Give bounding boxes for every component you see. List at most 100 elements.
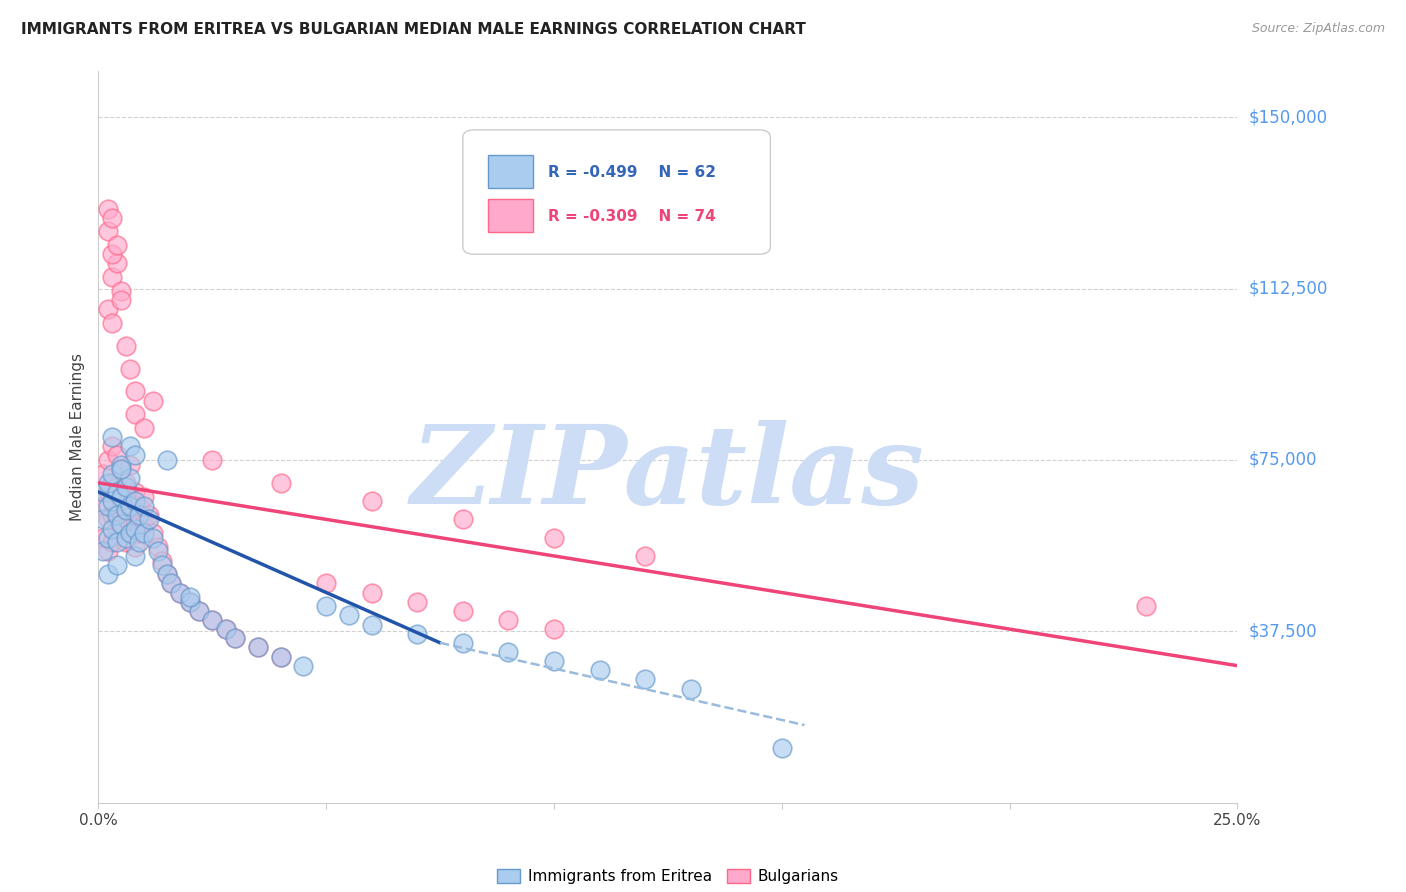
Point (110, 490, 132, 504)
Point (101, 508, 124, 522)
Point (128, 526, 150, 541)
Point (156, 567, 179, 582)
Point (292, 658, 315, 673)
Point (110, 462, 132, 476)
Point (132, 516, 155, 531)
Point (91, 484, 114, 499)
Point (215, 622, 238, 636)
Point (120, 458, 142, 472)
Point (101, 316, 124, 330)
Point (114, 338, 136, 352)
Point (360, 617, 382, 632)
FancyBboxPatch shape (463, 130, 770, 254)
Point (179, 594, 201, 608)
Point (101, 521, 124, 535)
Point (201, 613, 224, 627)
Point (101, 430, 124, 444)
Point (105, 512, 128, 526)
Point (110, 516, 132, 531)
Text: $150,000: $150,000 (1249, 108, 1327, 126)
Point (114, 480, 136, 494)
Point (96, 301, 118, 317)
Point (224, 632, 246, 646)
Point (201, 613, 224, 627)
Point (128, 499, 150, 513)
Point (146, 540, 169, 554)
Point (128, 508, 150, 522)
Point (451, 604, 474, 618)
Point (246, 640, 269, 655)
Point (101, 211, 124, 225)
Point (96, 512, 118, 526)
Point (105, 480, 128, 494)
Point (246, 640, 269, 655)
Point (406, 594, 429, 608)
Point (114, 475, 136, 490)
Point (160, 576, 183, 591)
Point (101, 467, 124, 481)
Point (114, 503, 136, 517)
Point (543, 531, 565, 545)
Point (120, 361, 142, 376)
Point (105, 448, 128, 462)
Point (124, 540, 146, 554)
Point (120, 526, 142, 541)
Text: $75,000: $75,000 (1249, 451, 1317, 469)
Point (156, 453, 179, 467)
Point (270, 475, 292, 490)
Point (150, 558, 173, 573)
Point (120, 490, 142, 504)
Point (337, 608, 360, 623)
Point (128, 535, 150, 549)
Point (91, 499, 114, 513)
Point (120, 439, 142, 453)
Point (96, 531, 118, 545)
Point (110, 462, 132, 476)
Point (315, 599, 337, 614)
Point (114, 535, 136, 549)
Point (187, 604, 209, 618)
Point (132, 421, 155, 435)
Point (156, 567, 179, 582)
Point (120, 471, 142, 485)
Point (101, 270, 124, 285)
Point (142, 526, 165, 541)
Point (105, 256, 128, 270)
Point (96, 202, 118, 216)
Point (201, 453, 224, 467)
Point (179, 590, 201, 604)
Point (110, 521, 132, 535)
Point (110, 458, 132, 472)
Point (315, 576, 337, 591)
Point (770, 740, 793, 755)
Point (142, 393, 165, 408)
Point (138, 512, 160, 526)
Point (120, 499, 142, 513)
Point (91, 544, 114, 558)
Point (142, 531, 165, 545)
Point (96, 453, 118, 467)
Point (588, 663, 610, 677)
Point (270, 649, 292, 664)
Point (679, 681, 702, 696)
Text: $37,500: $37,500 (1249, 623, 1317, 640)
Text: IMMIGRANTS FROM ERITREA VS BULGARIAN MEDIAN MALE EARNINGS CORRELATION CHART: IMMIGRANTS FROM ERITREA VS BULGARIAN MED… (21, 22, 806, 37)
Point (120, 516, 142, 531)
Point (406, 626, 429, 640)
Point (124, 484, 146, 499)
Point (101, 247, 124, 261)
Point (215, 622, 238, 636)
Y-axis label: Median Male Earnings: Median Male Earnings (70, 353, 86, 521)
Point (91, 467, 114, 481)
Point (543, 622, 565, 636)
Point (543, 654, 565, 668)
Point (114, 531, 136, 545)
FancyBboxPatch shape (488, 155, 533, 188)
Point (270, 649, 292, 664)
Text: ZIPatlas: ZIPatlas (411, 420, 925, 527)
Point (179, 594, 201, 608)
Point (150, 553, 173, 567)
Text: R = -0.499    N = 62: R = -0.499 N = 62 (548, 165, 716, 180)
Point (634, 549, 657, 563)
Point (96, 567, 118, 582)
